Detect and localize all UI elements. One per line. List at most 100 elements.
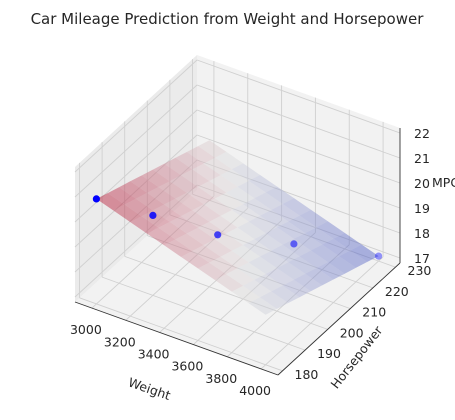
grid-line: [196, 84, 401, 159]
x-axis-label: Weight: [126, 375, 172, 403]
surface-patch: [141, 169, 170, 187]
surface-patch: [214, 274, 244, 292]
surface-patch: [198, 140, 227, 158]
surface-patch: [203, 198, 232, 216]
surface-patch: [260, 209, 289, 228]
grid-line: [192, 193, 396, 268]
x-axis-line: [74, 301, 279, 376]
data-point: [149, 211, 157, 219]
surface-patch: [248, 175, 278, 193]
surface-patch: [164, 198, 193, 217]
y-tick-label: 190: [317, 346, 341, 361]
y-axis-line: [277, 262, 401, 376]
grid-line: [79, 297, 283, 372]
surface-patch: [192, 245, 221, 263]
grid-line: [196, 59, 401, 134]
surface-patch: [243, 239, 272, 257]
surface-patch: [198, 181, 227, 199]
surface-patch: [181, 251, 210, 269]
surface-patch: [113, 204, 142, 223]
surface-patch: [248, 256, 277, 274]
axis-lines: [74, 128, 401, 376]
surface-patch: [203, 157, 232, 176]
surface-patch: [271, 285, 300, 303]
surface-patch: [175, 192, 204, 211]
surface-patch: [327, 256, 356, 274]
surface-patch: [192, 204, 221, 222]
grid-line: [74, 134, 198, 248]
surface-patch: [220, 210, 249, 228]
y-tick-label: 180: [295, 367, 319, 382]
surface-patch: [215, 192, 244, 210]
surface-patch: [254, 192, 283, 210]
surface-patch: [209, 175, 238, 193]
surface-patch: [237, 180, 266, 199]
grid-line: [147, 235, 351, 310]
surface-patch: [158, 181, 187, 199]
surface-patch: [220, 250, 249, 269]
chart-title: Car Mileage Prediction from Weight and H…: [31, 10, 425, 28]
surface-patch: [231, 285, 260, 304]
x-tick-label: 4000: [239, 383, 271, 398]
grid-line: [196, 109, 401, 184]
surface-patch: [277, 221, 306, 239]
surface-patch: [305, 268, 334, 286]
surface-patch: [186, 186, 215, 205]
grid-line: [196, 134, 401, 209]
surface-patch: [226, 268, 255, 286]
data-point: [214, 231, 222, 239]
surface-patch: [96, 193, 125, 211]
surface-patch: [175, 233, 204, 251]
z-tick-label: 22: [414, 126, 430, 141]
y-tick-label: 230: [408, 263, 432, 278]
surface-patch: [192, 163, 221, 181]
x-tick-label: 3800: [205, 371, 237, 386]
surface-patch: [164, 239, 193, 257]
data-point: [290, 240, 298, 248]
surface-patch: [130, 216, 159, 234]
surface-patch: [282, 238, 311, 257]
surface-patch: [288, 215, 317, 234]
surface-patch: [271, 204, 300, 222]
surface-patch: [305, 227, 334, 245]
surface-patch: [209, 256, 238, 275]
surface-patch: [265, 227, 294, 245]
z-tick-label: 21: [414, 151, 430, 166]
surface-patch: [288, 256, 317, 274]
surface-patch: [181, 210, 210, 228]
surface-patch: [248, 297, 277, 315]
surface-patch: [322, 238, 351, 257]
grid-line: [124, 255, 328, 330]
surface-patch: [260, 250, 289, 269]
surface-patch: [147, 227, 176, 246]
grid-line: [125, 207, 249, 321]
surface-patch: [203, 239, 232, 257]
surface-patch: [316, 262, 345, 280]
grid-line: [196, 184, 401, 259]
grid-line: [74, 109, 198, 223]
surface-patch: [209, 215, 238, 234]
x-tick-label: 3600: [171, 359, 203, 374]
surface-patch: [152, 163, 182, 182]
surface-patch: [119, 181, 148, 199]
surface-patch: [226, 227, 255, 245]
surface-patch: [243, 198, 272, 216]
surface-patch: [293, 233, 323, 251]
surface-patch: [260, 291, 289, 309]
regression-surface: [96, 140, 379, 315]
surface-patch: [237, 262, 266, 280]
surface-patch: [220, 169, 249, 187]
surface-patch: [254, 274, 283, 292]
surface-patch: [265, 268, 294, 286]
surface-patch: [277, 262, 306, 280]
grid-line: [101, 276, 306, 351]
surface-patch: [164, 157, 193, 176]
surface-patch: [282, 198, 311, 216]
surface-patch: [254, 233, 283, 251]
surface-patch: [214, 233, 244, 251]
y-tick-label: 220: [385, 284, 409, 299]
surface-patch: [130, 175, 159, 193]
